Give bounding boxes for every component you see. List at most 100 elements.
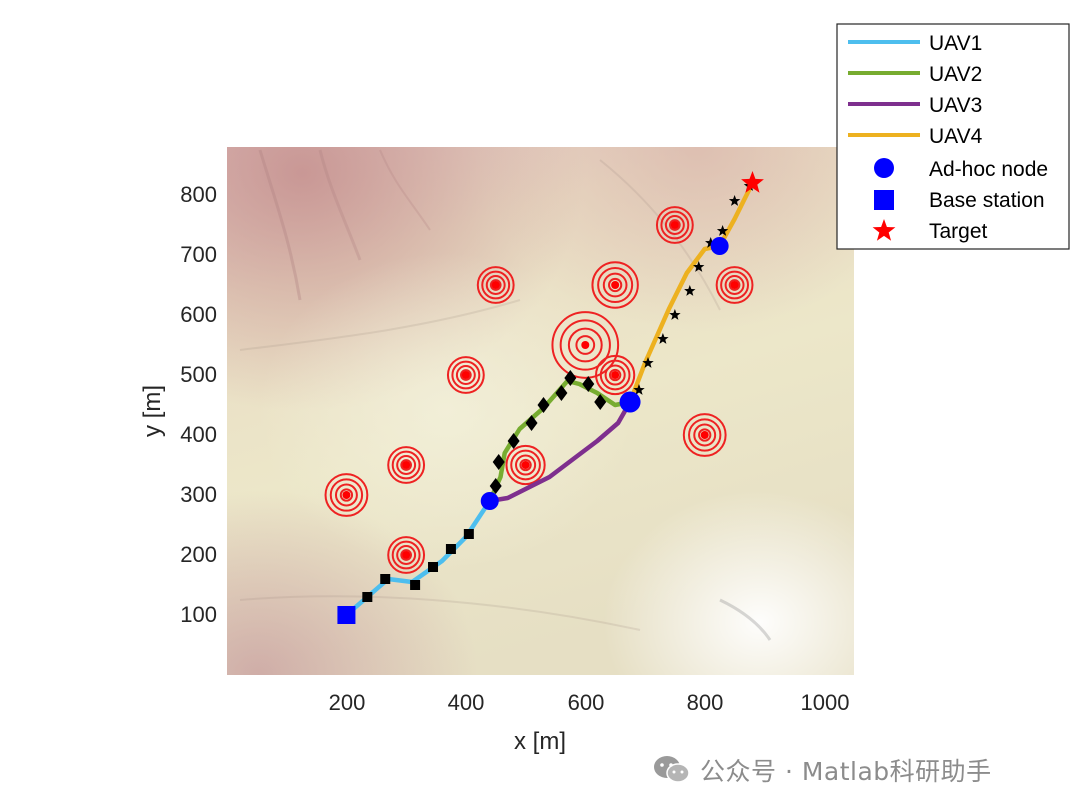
threat-ring <box>400 459 412 471</box>
legend: UAV1 UAV2 UAV3 UAV4 Ad-hoc node Base sta… <box>836 23 1070 250</box>
legend-base-marker <box>874 190 894 210</box>
threat-zone <box>387 446 426 484</box>
waypoint-diamond <box>489 478 502 494</box>
threat-ring <box>728 279 741 291</box>
waypoint-square <box>463 529 474 539</box>
threat-ring <box>476 266 515 304</box>
nodes <box>337 171 764 624</box>
legend-label-adhoc: Ad-hoc node <box>929 158 1048 181</box>
threat-ring <box>599 359 631 391</box>
y-tick-label: 600 <box>180 302 217 327</box>
legend-label-uav2: UAV2 <box>929 63 982 86</box>
threat-ring <box>720 270 750 300</box>
uav-paths <box>344 180 755 618</box>
threat-center <box>581 341 590 349</box>
threat-ring <box>391 450 421 480</box>
threat-ring <box>608 277 623 293</box>
waypoint-diamond <box>564 370 577 386</box>
y-tick-label: 500 <box>180 362 217 387</box>
threat-ring <box>489 279 502 291</box>
y-tick-label: 100 <box>180 602 217 627</box>
threat-ring <box>400 549 412 561</box>
ad-hoc-node-marker <box>710 237 729 255</box>
threat-ring <box>567 327 603 363</box>
legend-adhoc-marker <box>874 158 894 178</box>
x-tick-label: 400 <box>448 690 485 715</box>
threat-ring <box>597 266 634 304</box>
threat-ring <box>591 261 639 309</box>
threat-center <box>402 461 411 469</box>
waypoint-star <box>693 261 705 272</box>
threat-ring <box>575 335 596 355</box>
threat-ring <box>396 545 417 565</box>
series-line-uav3 <box>487 399 633 504</box>
x-tick-label: 200 <box>329 690 366 715</box>
waypoint-diamond <box>555 385 568 401</box>
y-tick-label: 300 <box>180 482 217 507</box>
threat-center <box>461 371 470 379</box>
threat-ring <box>446 356 485 394</box>
threat-ring <box>515 454 537 476</box>
threat-ring <box>669 219 681 231</box>
threat-ring <box>595 354 636 396</box>
waypoint-star <box>633 384 645 395</box>
threat-ring <box>505 444 546 486</box>
legend-label-target: Target <box>929 220 988 243</box>
threat-ring <box>451 360 481 390</box>
threat-zone <box>591 261 639 309</box>
series-line-uav4 <box>627 180 755 405</box>
base-station-marker <box>337 606 356 624</box>
x-tick-label: 1000 <box>801 690 850 715</box>
threat-zone <box>476 266 515 304</box>
threat-ring <box>455 365 476 385</box>
threat-center <box>611 281 620 289</box>
wechat-icon <box>652 754 692 786</box>
threat-zone <box>682 413 727 457</box>
threat-ring <box>324 473 369 517</box>
threat-zones <box>324 206 754 574</box>
waypoint-square <box>428 562 439 572</box>
waypoint-diamond <box>537 397 550 413</box>
threat-zone <box>715 266 754 304</box>
x-axis-label: x [m] <box>514 728 566 755</box>
threat-ring <box>688 418 722 452</box>
threat-ring <box>387 446 426 484</box>
legend-label-uav4: UAV4 <box>929 125 983 148</box>
y-tick-label: 700 <box>180 242 217 267</box>
x-tick-label: 800 <box>687 690 724 715</box>
threat-zone <box>551 311 620 379</box>
threat-ring <box>519 458 532 472</box>
ad-hoc-node-marker <box>480 492 499 510</box>
threat-ring <box>559 319 611 371</box>
threat-zone <box>446 356 485 394</box>
threat-ring <box>664 215 685 235</box>
threat-zone <box>324 473 369 517</box>
ad-hoc-node-marker <box>619 391 641 413</box>
waypoint-star <box>728 195 741 206</box>
threat-zone <box>595 354 636 396</box>
waypoint-diamond <box>492 454 505 470</box>
waypoint-diamond <box>594 394 607 410</box>
watermark: 公众号 · Matlab科研助手 <box>652 752 992 788</box>
waypoint-diamond <box>582 376 595 392</box>
threat-center <box>611 371 620 379</box>
threat-ring <box>387 536 426 574</box>
target-marker <box>741 171 764 193</box>
waypoint-star <box>684 285 696 296</box>
threat-ring <box>660 210 690 240</box>
waypoint-square <box>410 580 421 590</box>
threat-center <box>521 461 530 469</box>
x-tick-label: 600 <box>568 690 605 715</box>
legend-label-uav3: UAV3 <box>929 94 982 117</box>
threat-zone <box>505 444 546 486</box>
y-tick-label: 400 <box>180 422 217 447</box>
threat-ring <box>339 488 354 502</box>
threat-center <box>730 281 739 289</box>
waypoint-star <box>669 309 681 320</box>
waypoint-star <box>705 237 717 248</box>
threat-ring <box>485 275 506 295</box>
waypoint-diamond <box>507 433 520 449</box>
series-line-uav2 <box>487 378 633 504</box>
threat-ring <box>510 449 541 481</box>
